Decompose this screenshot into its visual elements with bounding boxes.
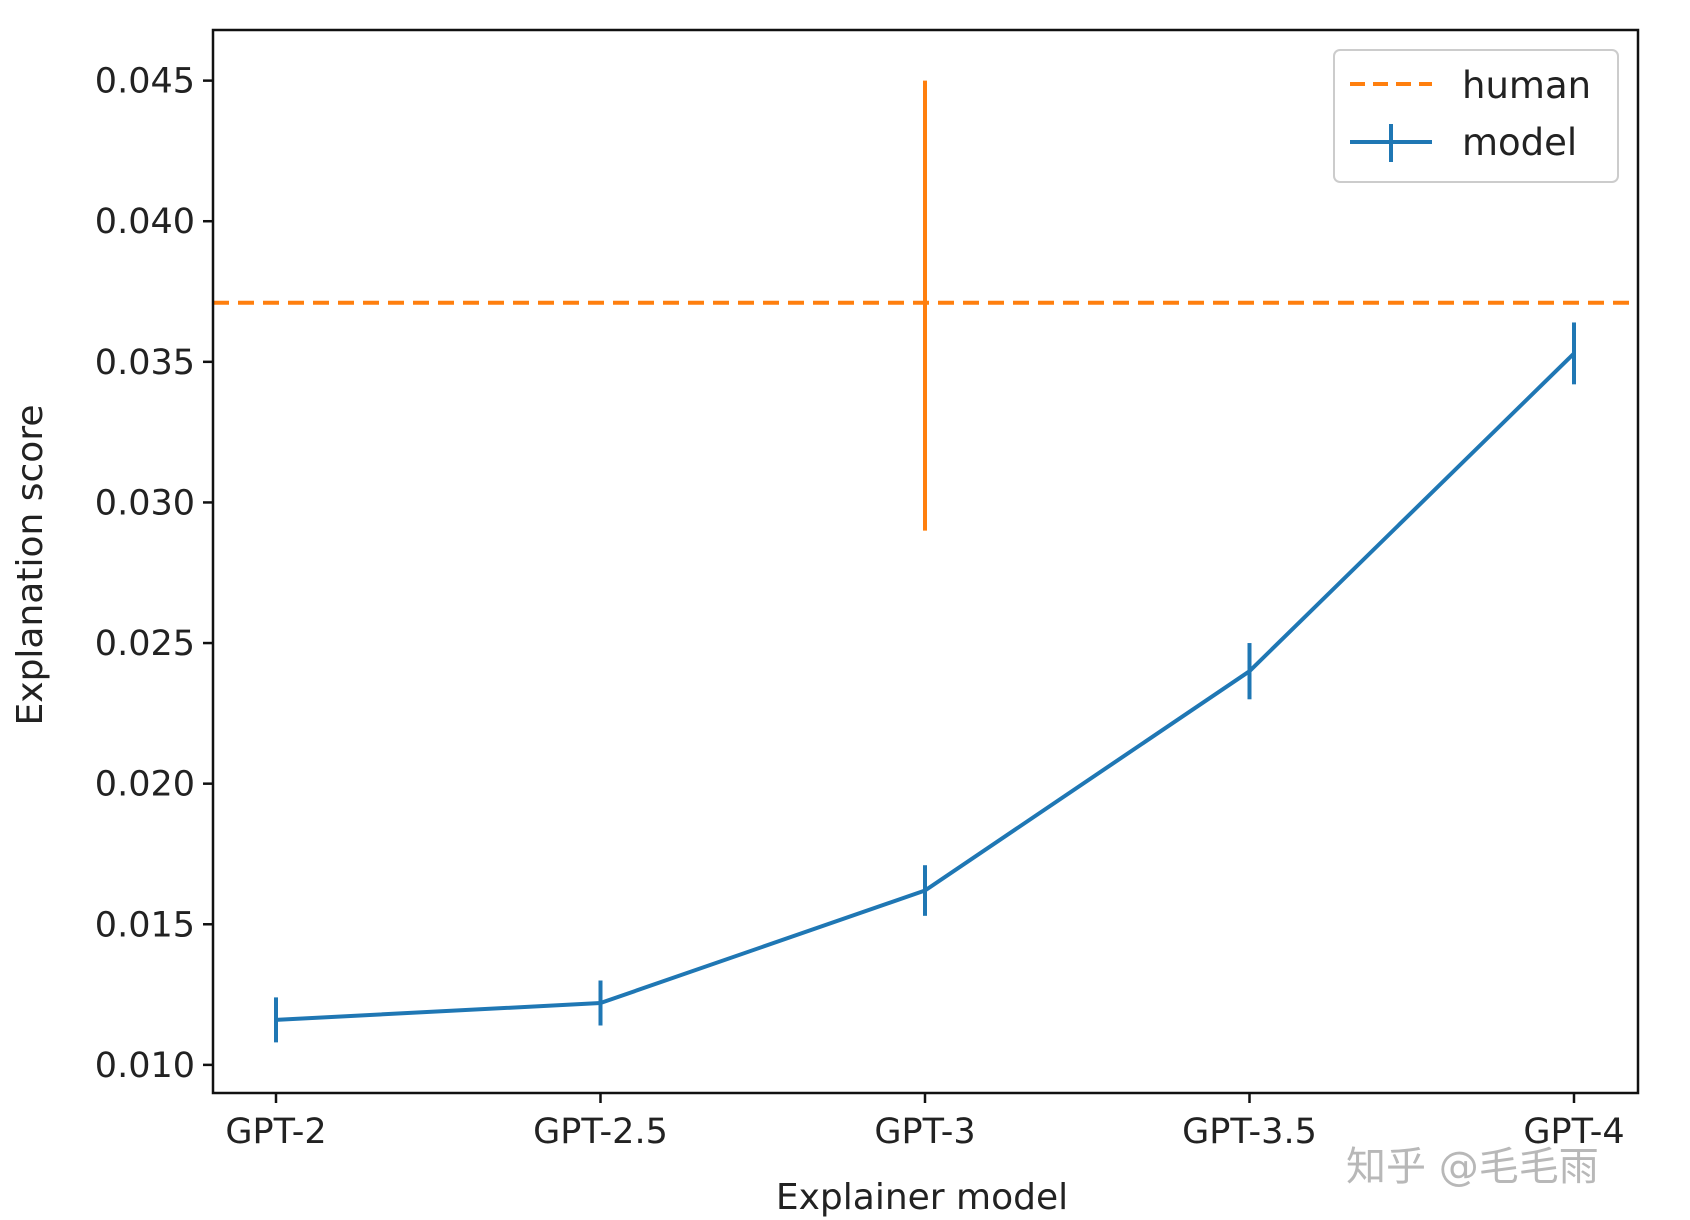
plot-area <box>213 80 1638 1043</box>
y-tick-label: 0.030 <box>95 483 195 523</box>
legend-human-label: human <box>1462 64 1591 107</box>
x-axis-label: Explainer model <box>776 1177 1068 1218</box>
x-tick-label: GPT-2.5 <box>533 1112 668 1152</box>
x-tick-label: GPT-3 <box>874 1112 975 1152</box>
y-tick-label: 0.040 <box>95 202 195 242</box>
y-tick-label: 0.025 <box>95 624 195 664</box>
legend: human model <box>1333 49 1619 183</box>
y-tick-label: 0.035 <box>95 343 195 383</box>
y-tick-label: 0.020 <box>95 765 195 805</box>
watermark: 知乎 @毛毛雨 <box>1346 1144 1599 1190</box>
x-tick-label: GPT-2 <box>225 1112 326 1152</box>
y-tick-label: 0.010 <box>95 1046 195 1086</box>
x-tick-label: GPT-4 <box>1523 1112 1624 1152</box>
y-axis-label: Explanation score <box>10 405 51 726</box>
axes: 0.010 0.015 0.020 0.025 0.030 0.035 0.040 0.045… <box>95 28 1640 1152</box>
y-tick-label: 0.015 <box>95 905 195 945</box>
y-tick-label: 0.045 <box>95 62 195 102</box>
legend-model-label: model <box>1462 121 1577 164</box>
x-tick-label: GPT-3.5 <box>1182 1112 1317 1152</box>
